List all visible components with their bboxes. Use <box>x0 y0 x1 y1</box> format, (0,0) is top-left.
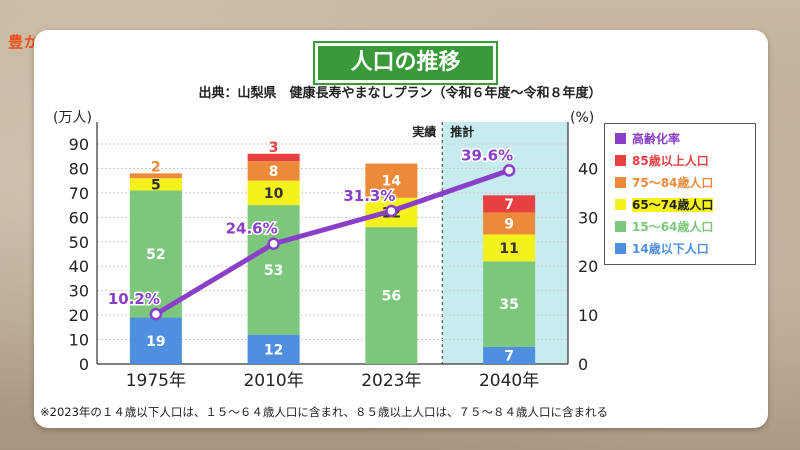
y-tick-left: 20 <box>69 306 89 325</box>
y-tick-left: 60 <box>69 208 89 227</box>
chart-title: 人口の推移 <box>313 41 498 85</box>
y-tick-right: 10 <box>578 306 598 325</box>
bar-data-label: 35 <box>499 297 518 313</box>
aging-rate-point <box>149 307 163 321</box>
bar-data-label: 7 <box>504 197 514 213</box>
y-tick-right: 20 <box>578 257 598 276</box>
legend-item: 65～74歳人口 <box>615 196 714 214</box>
x-tick-label: 1975年 <box>126 371 186 391</box>
aging-rate-label: 10.2% <box>108 290 160 308</box>
aging-rate-line <box>154 168 510 317</box>
legend-swatch <box>615 177 626 188</box>
aging-rate-label: 31.3% <box>343 187 395 205</box>
bar-segment <box>247 161 300 181</box>
y-axis-label-right: (%) <box>570 110 594 126</box>
bar-segment <box>129 178 182 191</box>
bar-data-label: 9 <box>504 216 514 232</box>
y-tick-right: 40 <box>578 159 598 178</box>
bar-data-label: 8 <box>269 164 279 180</box>
bar-data-label: 5 <box>151 177 161 193</box>
bar-segment <box>129 190 182 318</box>
legend-swatch <box>615 243 626 254</box>
bar-segment <box>483 212 536 235</box>
y-tick-right: 0 <box>578 355 588 374</box>
y-tick-left: 50 <box>69 233 89 252</box>
bar-data-label: 11 <box>499 241 518 257</box>
bar-data-label: 2 <box>151 159 161 175</box>
legend-label: 15～64歳人口 <box>632 220 714 234</box>
bar-data-label: 19 <box>146 334 165 350</box>
aging-rate-point <box>502 164 516 177</box>
legend-label: 14歳以下人口 <box>632 242 709 256</box>
y-tick-left: 40 <box>69 257 89 276</box>
label-projected: 推計 <box>450 124 474 139</box>
legend-label: 高齢化率 <box>632 132 681 146</box>
aging-rate-label: 39.6% <box>461 146 513 164</box>
legend-swatch <box>615 155 626 166</box>
y-tick-left: 10 <box>69 331 89 350</box>
y-tick-left: 80 <box>69 159 89 178</box>
legend-label: 75～84歳人口 <box>632 176 714 190</box>
bar-segment <box>247 180 300 206</box>
legend-item: 14歳以下人口 <box>615 240 709 258</box>
y-tick-right: 30 <box>578 208 598 227</box>
x-tick-label: 2040年 <box>479 371 539 391</box>
bar-segment <box>129 173 182 179</box>
legend-item: 15～64歳人口 <box>615 218 713 236</box>
legend-label: 85歳以上人口 <box>632 154 709 168</box>
bar-data-label: 12 <box>264 342 283 358</box>
bar-data-label: 14 <box>382 174 402 190</box>
legend-item: 85歳以上人口 <box>615 152 709 170</box>
y-tick-left: 30 <box>69 282 89 301</box>
bar-data-label: 56 <box>382 289 401 305</box>
legend-swatch <box>615 199 626 210</box>
bar-segment <box>365 163 418 198</box>
y-tick-left: 0 <box>79 355 89 374</box>
bar-segment <box>247 334 300 364</box>
bar-data-label: 10 <box>264 186 284 202</box>
bar-data-label: 52 <box>146 247 165 263</box>
legend-swatch <box>615 221 626 232</box>
aging-rate-point <box>267 237 280 250</box>
bar-segment <box>247 153 300 162</box>
y-axis-label-left: (万人) <box>53 110 92 126</box>
x-tick-label: 2023年 <box>361 371 421 391</box>
aging-rate-label: 24.6% <box>226 220 278 238</box>
aging-rate-point <box>385 204 398 218</box>
bar-data-label: 53 <box>264 263 283 279</box>
bar-segment <box>365 227 418 364</box>
bar-segment <box>129 317 182 364</box>
y-tick-left: 70 <box>69 184 89 203</box>
footnote: ※2023年の１４歳以下人口は、１５～６４歳人口に含まれ、８５歳以上人口は、７５… <box>40 405 609 419</box>
label-actual: 実績 <box>412 124 436 139</box>
legend: 高齢化率 85歳以上人口 75～84歳人口 65～74歳人口 15～64歳人口 14歳以下… <box>604 123 756 265</box>
source-text: 出典：山梨県 健康長寿やまなしプラン（令和６年度～令和８年度） <box>198 86 602 101</box>
bar-segment <box>483 261 536 347</box>
y-tick-left: 90 <box>69 135 89 154</box>
legend-item: 75～84歳人口 <box>615 174 713 192</box>
x-tick-label: 2010年 <box>243 371 303 391</box>
bar-segment <box>483 346 536 364</box>
bar-data-label: 3 <box>269 140 279 156</box>
legend-item: 高齢化率 <box>615 130 680 148</box>
bar-data-label: 7 <box>504 348 514 364</box>
legend-label: 65～74歳人口 <box>632 198 714 212</box>
bar-segment <box>483 195 536 213</box>
bar-segment <box>247 205 300 335</box>
bar-segment <box>483 234 536 262</box>
legend-swatch <box>615 133 626 144</box>
